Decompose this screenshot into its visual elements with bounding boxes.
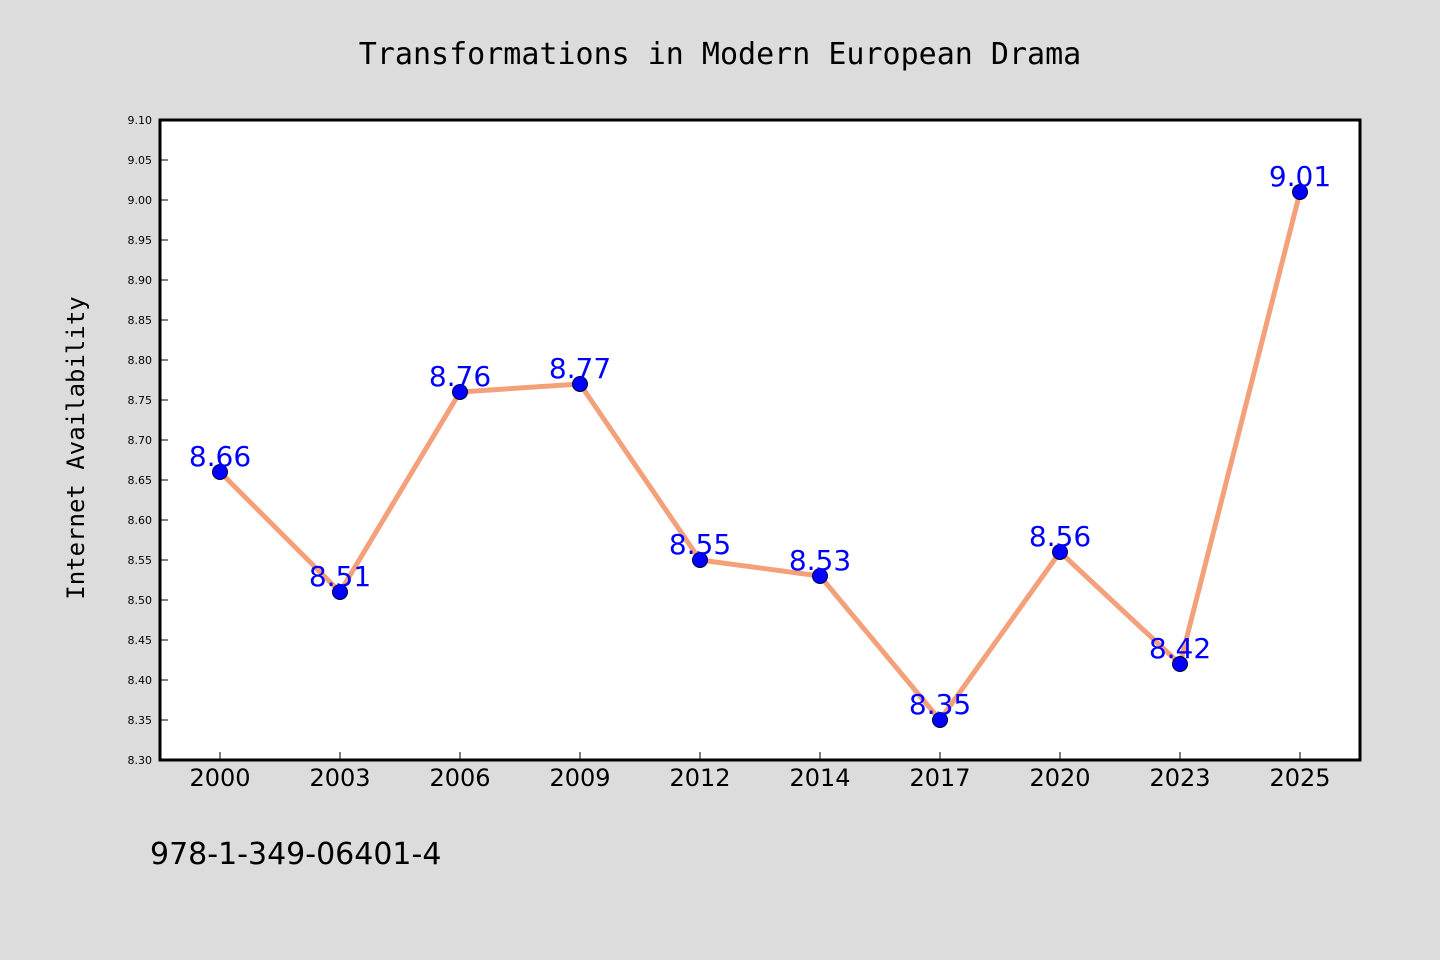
y-tick-label: 8.90 [128,274,153,287]
y-tick-label: 8.80 [128,354,153,367]
x-tick-label: 2014 [789,764,850,792]
x-tick-label: 2023 [1149,764,1210,792]
y-tick-label: 8.75 [128,394,153,407]
series-line [217,189,1303,723]
data-label: 8.56 [1029,520,1091,553]
data-label: 8.53 [789,544,851,577]
data-label: 8.55 [669,528,731,561]
chart-title: Transformations in Modern European Drama [359,37,1081,72]
data-point [212,464,228,480]
y-tick-label: 9.00 [128,194,153,207]
data-point [332,584,348,600]
data-point [1172,656,1188,672]
y-tick-label: 8.55 [128,554,153,567]
data-label: 8.66 [189,440,251,473]
data-point [1052,544,1068,560]
y-tick-label: 8.65 [128,474,153,487]
x-tick-label: 2000 [189,764,250,792]
x-tick-label: 2006 [429,764,490,792]
x-tick-label: 2025 [1269,764,1330,792]
y-tick-label: 9.10 [128,114,153,127]
data-point [452,384,468,400]
y-tick-label: 8.40 [128,674,153,687]
data-label: 8.51 [309,560,371,593]
y-tick-label: 8.60 [128,514,153,527]
y-tick-label: 8.95 [128,234,153,247]
isbn-footer: 978-1-349-06401-4 [150,837,441,872]
x-tick-label: 2003 [309,764,370,792]
y-tick-label: 8.45 [128,634,153,647]
y-axis-label: Internet Availability [62,296,90,599]
data-point [812,568,828,584]
data-point [1292,184,1308,200]
y-tick-label: 8.50 [128,594,153,607]
x-axis: 2000 2003 2006 2009 2012 2014 2017 2020 2023 2025 [189,752,1331,792]
plot-area [158,118,1362,762]
y-tick-label: 8.70 [128,434,153,447]
x-tick-label: 2012 [669,764,730,792]
data-label: 8.77 [549,352,611,385]
y-tick-label: 8.30 [128,754,153,767]
y-tick-label: 8.85 [128,314,153,327]
data-label: 8.76 [429,360,491,393]
x-tick-label: 2020 [1029,764,1090,792]
data-point [572,376,588,392]
data-points [212,184,1308,728]
x-tick-label: 2017 [909,764,970,792]
y-tick-label: 9.05 [128,154,153,167]
y-axis: 8.30 8.35 8.40 8.45 8.50 8.55 8.60 8.65 8.70 8.75… [128,114,168,767]
series-line-group [217,189,1303,723]
data-point [932,712,948,728]
data-label: 8.42 [1149,632,1211,665]
data-point [692,552,708,568]
x-tick-label: 2009 [549,764,610,792]
data-labels: 8.66 8.51 8.76 8.77 8.55 8.53 8.35 8.56 8.42 9.01 [189,160,1331,721]
y-tick-label: 8.35 [128,714,153,727]
data-label: 8.35 [909,688,971,721]
data-label: 9.01 [1269,160,1331,193]
